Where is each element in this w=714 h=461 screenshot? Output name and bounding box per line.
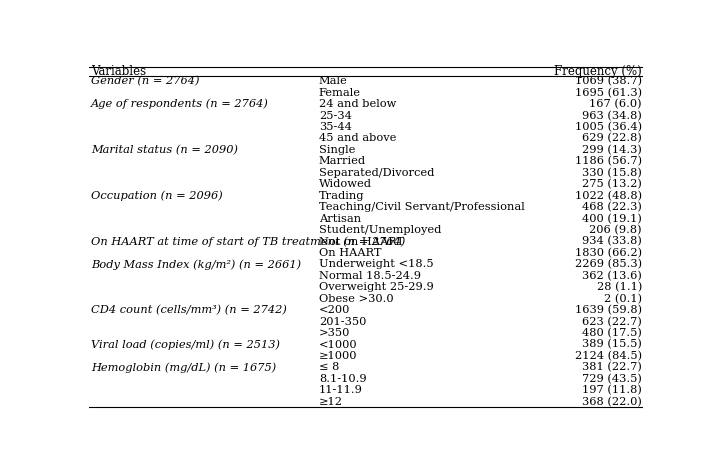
Text: Artisan: Artisan (319, 213, 361, 224)
Text: <1000: <1000 (319, 339, 358, 349)
Text: 629 (22.8): 629 (22.8) (582, 133, 642, 144)
Text: 35-44: 35-44 (319, 122, 352, 132)
Text: 480 (17.5): 480 (17.5) (582, 328, 642, 338)
Text: 8.1-10.9: 8.1-10.9 (319, 374, 366, 384)
Text: Female: Female (319, 88, 361, 98)
Text: Occupation (n = 2096): Occupation (n = 2096) (91, 190, 223, 201)
Text: Age of respondents (n = 2764): Age of respondents (n = 2764) (91, 99, 268, 109)
Text: 389 (15.5): 389 (15.5) (582, 339, 642, 349)
Text: 1005 (36.4): 1005 (36.4) (575, 122, 642, 132)
Text: Normal 18.5-24.9: Normal 18.5-24.9 (319, 271, 421, 281)
Text: 1830 (66.2): 1830 (66.2) (575, 248, 642, 258)
Text: 1186 (56.7): 1186 (56.7) (575, 156, 642, 166)
Text: 1069 (38.7): 1069 (38.7) (575, 76, 642, 86)
Text: 11-11.9: 11-11.9 (319, 385, 363, 395)
Text: Viral load (copies/ml) (n = 2513): Viral load (copies/ml) (n = 2513) (91, 339, 280, 350)
Text: 25-34: 25-34 (319, 111, 352, 121)
Text: Student/Unemployed: Student/Unemployed (319, 225, 441, 235)
Text: Not on HAART: Not on HAART (319, 236, 404, 247)
Text: Body Mass Index (kg/m²) (n = 2661): Body Mass Index (kg/m²) (n = 2661) (91, 259, 301, 270)
Text: Frequency (%): Frequency (%) (554, 65, 642, 78)
Text: 2269 (85.3): 2269 (85.3) (575, 259, 642, 270)
Text: 468 (22.3): 468 (22.3) (582, 202, 642, 213)
Text: 24 and below: 24 and below (319, 99, 396, 109)
Text: 934 (33.8): 934 (33.8) (582, 236, 642, 247)
Text: <200: <200 (319, 305, 351, 315)
Text: Hemoglobin (mg/dL) (n = 1675): Hemoglobin (mg/dL) (n = 1675) (91, 362, 276, 372)
Text: 2124 (84.5): 2124 (84.5) (575, 351, 642, 361)
Text: 1022 (48.8): 1022 (48.8) (575, 190, 642, 201)
Text: 1695 (61.3): 1695 (61.3) (575, 88, 642, 98)
Text: 275 (13.2): 275 (13.2) (582, 179, 642, 189)
Text: ≥12: ≥12 (319, 397, 343, 407)
Text: On HAART: On HAART (319, 248, 381, 258)
Text: 206 (9.8): 206 (9.8) (590, 225, 642, 235)
Text: 1639 (59.8): 1639 (59.8) (575, 305, 642, 315)
Text: Male: Male (319, 76, 348, 86)
Text: 400 (19.1): 400 (19.1) (582, 213, 642, 224)
Text: 623 (22.7): 623 (22.7) (582, 316, 642, 327)
Text: Separated/Divorced: Separated/Divorced (319, 168, 434, 178)
Text: 729 (43.5): 729 (43.5) (582, 374, 642, 384)
Text: CD4 count (cells/mm³) (n = 2742): CD4 count (cells/mm³) (n = 2742) (91, 305, 287, 315)
Text: 299 (14.3): 299 (14.3) (582, 145, 642, 155)
Text: Underweight <18.5: Underweight <18.5 (319, 260, 433, 269)
Text: Widowed: Widowed (319, 179, 372, 189)
Text: 28 (1.1): 28 (1.1) (597, 282, 642, 292)
Text: 963 (34.8): 963 (34.8) (582, 111, 642, 121)
Text: Overweight 25-29.9: Overweight 25-29.9 (319, 282, 433, 292)
Text: Gender (n = 2764): Gender (n = 2764) (91, 76, 199, 86)
Text: Obese >30.0: Obese >30.0 (319, 294, 393, 304)
Text: 362 (13.6): 362 (13.6) (582, 271, 642, 281)
Text: 45 and above: 45 and above (319, 134, 396, 143)
Text: ≥1000: ≥1000 (319, 351, 358, 361)
Text: Teaching/Civil Servant/Professional: Teaching/Civil Servant/Professional (319, 202, 525, 212)
Text: 197 (11.8): 197 (11.8) (582, 385, 642, 396)
Text: Single: Single (319, 145, 356, 155)
Text: 2 (0.1): 2 (0.1) (604, 294, 642, 304)
Text: >350: >350 (319, 328, 351, 338)
Text: ≤ 8: ≤ 8 (319, 362, 339, 372)
Text: 167 (6.0): 167 (6.0) (590, 99, 642, 109)
Text: 368 (22.0): 368 (22.0) (582, 396, 642, 407)
Text: 330 (15.8): 330 (15.8) (582, 168, 642, 178)
Text: Marital status (n = 2090): Marital status (n = 2090) (91, 145, 238, 155)
Text: On HAART at time of start of TB treatment (n = 2764): On HAART at time of start of TB treatmen… (91, 236, 406, 247)
Text: Variables: Variables (91, 65, 146, 78)
Text: 201-350: 201-350 (319, 317, 366, 326)
Text: Trading: Trading (319, 191, 364, 201)
Text: 381 (22.7): 381 (22.7) (582, 362, 642, 372)
Text: Married: Married (319, 156, 366, 166)
